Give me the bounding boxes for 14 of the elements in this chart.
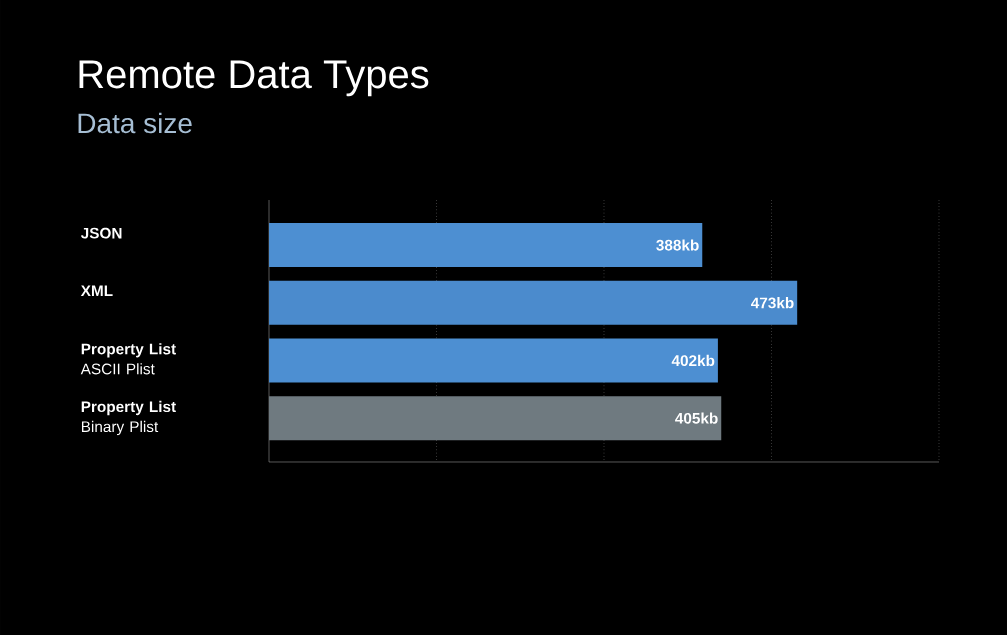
y-tick-label: JSON bbox=[80, 227, 122, 239]
bar bbox=[269, 223, 703, 268]
data-label: 405kb bbox=[675, 412, 718, 424]
bar bbox=[269, 396, 722, 441]
y-tick-label: XML bbox=[80, 285, 113, 296]
bar bbox=[269, 280, 798, 325]
y-tick-label: Property List ASCII Plist bbox=[80, 343, 176, 375]
data-label: 473kb bbox=[751, 297, 794, 309]
bar bbox=[269, 338, 718, 383]
data-label: 388kb bbox=[656, 239, 699, 251]
chart-title: Remote Data Types bbox=[79, 60, 429, 97]
chart-subtitle: Data size bbox=[78, 112, 192, 134]
y-tick-label: Property List Binary Plist bbox=[81, 400, 176, 436]
data-label: 402kb bbox=[671, 354, 715, 367]
